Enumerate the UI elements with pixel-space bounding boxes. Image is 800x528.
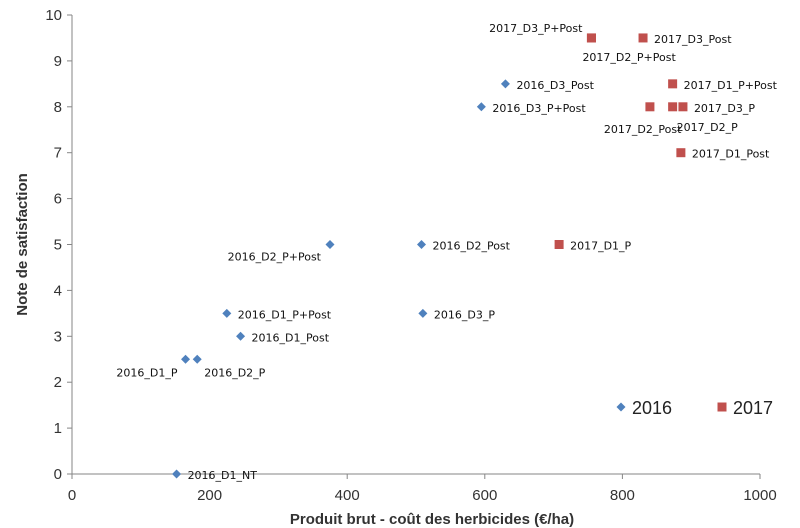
point-label: 2017_D3_P — [694, 102, 755, 115]
data-point-2017 — [554, 240, 564, 249]
point-label: 2016_D2_P — [204, 366, 265, 379]
x-tick-label: 400 — [335, 487, 360, 504]
legend-label: 2017 — [733, 398, 773, 418]
data-point-2017 — [586, 33, 596, 43]
legend-marker-2016 — [616, 402, 626, 412]
point-label: 2016_D1_P — [116, 366, 177, 379]
point-label: 2016_D3_P+Post — [492, 102, 586, 115]
data-point-2016 — [236, 331, 246, 341]
y-tick-label: 4 — [54, 282, 62, 299]
y-tick-label: 7 — [54, 145, 62, 162]
tick-labels: 0 1 2 3 4 5 6 7 8 9 10 0 200 400 600 800 1000 — [45, 7, 776, 504]
y-tick-label: 1 — [54, 420, 62, 437]
legend-marker-2017 — [717, 402, 727, 412]
point-label: 2016_D1_P+Post — [238, 308, 332, 321]
data-point-2017 — [645, 102, 655, 112]
x-tick-label: 1000 — [743, 487, 776, 504]
point-label: 2017_D3_P+Post — [489, 22, 583, 35]
y-tick-label: 0 — [54, 466, 62, 483]
y-tick-label: 6 — [54, 191, 62, 208]
data-point-2017 — [676, 148, 686, 158]
point-label: 2016_D1_NT — [188, 469, 258, 482]
point-label: 2017_D2_P — [677, 121, 738, 134]
point-label: 2017_D3_Post — [654, 33, 732, 46]
x-tick-label: 0 — [68, 487, 76, 504]
x-tick-label: 600 — [472, 487, 497, 504]
y-tick-label: 8 — [54, 99, 62, 116]
x-tick-label: 200 — [197, 487, 222, 504]
point-label: 2017_D2_Post — [604, 123, 682, 136]
point-label: 2017_D1_P — [570, 240, 631, 253]
point-labels: 2016_D1_NT 2016_D1_P 2016_D2_P 2016_D1_Post… — [116, 22, 777, 482]
data-point-2016 — [192, 354, 202, 364]
data-points — [172, 33, 688, 479]
data-point-2017 — [668, 102, 678, 112]
y-tick-label: 3 — [54, 328, 62, 345]
data-point-2016 — [418, 308, 428, 318]
point-label: 2016_D2_P+Post — [228, 251, 322, 264]
y-axis-title: Note de satisfaction — [14, 173, 31, 316]
point-label: 2016_D3_Post — [516, 79, 594, 92]
point-label: 2017_D1_Post — [692, 148, 770, 161]
data-point-2016 — [172, 469, 182, 479]
data-point-2016 — [476, 102, 486, 112]
point-label: 2016_D1_Post — [252, 331, 330, 344]
point-label: 2017_D2_P+Post — [582, 51, 676, 64]
legend-label: 2016 — [632, 398, 672, 418]
data-point-2017 — [668, 79, 678, 89]
data-point-2016 — [181, 354, 191, 364]
data-point-2016 — [325, 240, 335, 249]
y-tick-label: 5 — [54, 237, 62, 254]
point-label: 2016_D3_P — [434, 308, 495, 321]
y-tick-label: 9 — [54, 53, 62, 70]
x-axis-title: Produit brut - coût des herbicides (€/ha… — [290, 511, 574, 528]
point-label: 2017_D1_P+Post — [684, 79, 778, 92]
data-point-2016 — [417, 240, 427, 249]
y-tick-label: 2 — [54, 374, 62, 391]
legend: 2016 2017 — [616, 398, 773, 418]
data-point-2017 — [638, 33, 648, 43]
point-label: 2016_D2_Post — [433, 240, 511, 253]
y-tick-label: 10 — [45, 7, 62, 24]
x-tick-label: 800 — [610, 487, 635, 504]
data-point-2016 — [500, 79, 510, 89]
data-point-2017 — [678, 102, 688, 112]
data-point-2016 — [222, 308, 232, 318]
